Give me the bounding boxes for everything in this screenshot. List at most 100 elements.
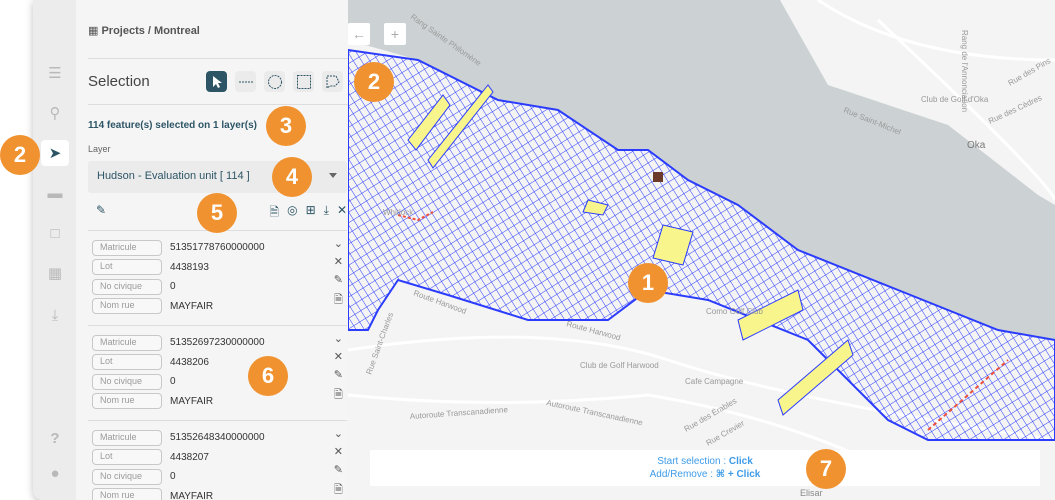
layer-label: Layer <box>88 144 111 154</box>
map-icon[interactable]: ▦ <box>47 265 63 282</box>
edit-icon[interactable]: ✎ <box>333 274 343 286</box>
hint-text: Start selection : <box>657 456 729 467</box>
selection-panel: ▦ Projects / Montreal Selection 114 feat… <box>76 0 348 500</box>
map-label: Como Golf Club <box>706 307 763 316</box>
callout-badge: 2 <box>0 135 40 175</box>
document-icon[interactable]: 🗎 <box>333 294 343 306</box>
selection-count: 114 feature(s) selected on 1 layer(s) <box>88 120 257 131</box>
map-label: Rang de l'Annonciation <box>960 30 969 112</box>
panel-title: Selection <box>88 73 150 90</box>
map-label: Whitlock <box>383 208 414 217</box>
breadcrumb: ▦ Projects / Montreal <box>88 24 200 37</box>
layer-value: Hudson - Evaluation unit [ 114 ] <box>97 170 250 182</box>
back-button[interactable]: ← <box>348 23 370 45</box>
field-value: 0 <box>170 281 176 292</box>
map-view[interactable]: Rang Sainte Philomène Rang de l'Annoncia… <box>348 0 1055 500</box>
circle-tool-button[interactable] <box>264 71 285 92</box>
target-icon[interactable]: ◎ <box>287 203 298 217</box>
field-label: Matricule <box>92 239 162 256</box>
field-row: Matricule 51352697230000000 <box>92 334 265 351</box>
field-row: Nom rue MAYFAIR <box>92 298 213 315</box>
rectangle-tool-button[interactable] <box>293 71 314 92</box>
selected-parcels[interactable] <box>407 84 854 416</box>
ruler-icon[interactable]: ▬ <box>47 184 63 202</box>
breadcrumb-text[interactable]: Projects / Montreal <box>101 25 200 37</box>
chevron-down-icon[interactable]: ⌄ <box>333 428 343 440</box>
help-icon[interactable]: ? <box>50 429 60 447</box>
map-icon: ▦ <box>88 25 102 37</box>
field-value: MAYFAIR <box>170 490 214 500</box>
edit-icon[interactable]: ✎ <box>333 369 343 381</box>
close-icon[interactable]: ✕ <box>333 351 343 363</box>
document-icon[interactable]: 🗎 <box>333 389 343 401</box>
map-label: Club de Golf Harwood <box>580 361 659 370</box>
field-value: 0 <box>170 376 176 387</box>
pointer-tool-button[interactable] <box>206 71 227 92</box>
edit-icon[interactable]: ✎ <box>96 203 107 217</box>
close-icon[interactable]: ✕ <box>333 256 343 268</box>
field-row: No civique 0 <box>92 373 176 390</box>
map-label: Elisar <box>800 488 823 498</box>
feature-card: Matricule 51352648340000000 Lot 4438207 No c… <box>88 420 347 500</box>
map-label: Rue des Cèdres <box>987 93 1043 126</box>
field-label: Nom rue <box>92 393 162 409</box>
app-window: ☰ ⚲ ➤ ▬ □ ▦ ⤓ ? ● ▦ Projects / Montreal … <box>33 0 1055 500</box>
field-label: Lot <box>92 449 162 465</box>
left-rail: ☰ ⚲ ➤ ▬ □ ▦ ⤓ ? ● <box>33 0 76 500</box>
field-row: Nom rue MAYFAIR <box>92 393 213 410</box>
water <box>348 0 1055 340</box>
zoom-in-button[interactable]: + <box>384 23 406 45</box>
field-value: MAYFAIR <box>170 300 214 312</box>
field-label: Matricule <box>92 334 162 351</box>
edit-icon[interactable]: ✎ <box>333 464 343 476</box>
map-label: Cafe Campagne <box>685 377 744 386</box>
callout-badge: 2 <box>354 62 394 102</box>
callout-badge: 5 <box>197 193 237 233</box>
user-icon[interactable]: ● <box>50 464 60 482</box>
field-value: 51352648340000000 <box>170 432 265 443</box>
line-tool-button[interactable] <box>235 71 256 92</box>
field-value: 4438207 <box>170 451 209 463</box>
map-label: Autoroute Transcanadienne <box>410 405 509 421</box>
callout-badge: 1 <box>628 263 668 303</box>
download-icon[interactable]: ⤓ <box>323 203 329 217</box>
pointer-icon[interactable]: ➤ <box>41 140 69 166</box>
callout-badge: 7 <box>806 449 846 489</box>
callout-badge: 4 <box>272 157 312 197</box>
close-icon[interactable]: ✕ <box>336 203 347 217</box>
polygon-tool-button[interactable] <box>322 71 343 92</box>
field-row: Lot 4438206 <box>92 354 209 371</box>
field-label: No civique <box>92 373 162 390</box>
field-value: 0 <box>170 471 176 482</box>
document-icon[interactable]: 🗎 <box>333 484 343 496</box>
map-label: Club de Golf d'Oka <box>921 95 989 104</box>
selection-actions: ✎ 🗎 ◎ ⊞ ⤓ ✕ <box>88 203 347 221</box>
caret-down-icon <box>329 173 337 178</box>
field-label: Nom rue <box>92 488 162 500</box>
field-row: Lot 4438207 <box>92 449 209 466</box>
field-value: 51352697230000000 <box>170 337 265 348</box>
feature-card: Matricule 51351778760000000 Lot 4438193 No c… <box>88 230 347 322</box>
parcel-layer[interactable] <box>348 48 1055 441</box>
table-icon[interactable]: ⊞ <box>305 203 316 217</box>
chevron-down-icon[interactable]: ⌄ <box>333 238 343 250</box>
feature-actions: ⌄ ✕ ✎ 🗎 <box>334 427 343 500</box>
document-icon[interactable]: 🗎 <box>269 205 280 219</box>
divider <box>88 104 348 105</box>
chevron-down-icon[interactable]: ⌄ <box>333 333 343 345</box>
field-label: No civique <box>92 468 162 485</box>
field-row: No civique 0 <box>92 468 176 485</box>
hint-key: ⌘ + Click <box>715 469 761 480</box>
map-canvas[interactable]: Rang Sainte Philomène Rang de l'Annoncia… <box>348 0 1055 500</box>
close-icon[interactable]: ✕ <box>333 446 343 458</box>
polygon-edit-icon[interactable]: □ <box>50 224 60 242</box>
field-row: Lot 4438193 <box>92 259 209 276</box>
layers-icon[interactable]: ☰ <box>48 65 62 82</box>
map-label: Oka <box>967 140 986 151</box>
field-label: Nom rue <box>92 298 162 314</box>
map-label: Rue Crevier <box>705 418 747 447</box>
search-icon[interactable]: ⚲ <box>49 105 61 122</box>
feature-card: Matricule 51352697230000000 Lot 4438206 No c… <box>88 325 347 417</box>
download-icon[interactable]: ⤓ <box>51 306 59 324</box>
map-label: Route Harwood <box>565 319 621 342</box>
